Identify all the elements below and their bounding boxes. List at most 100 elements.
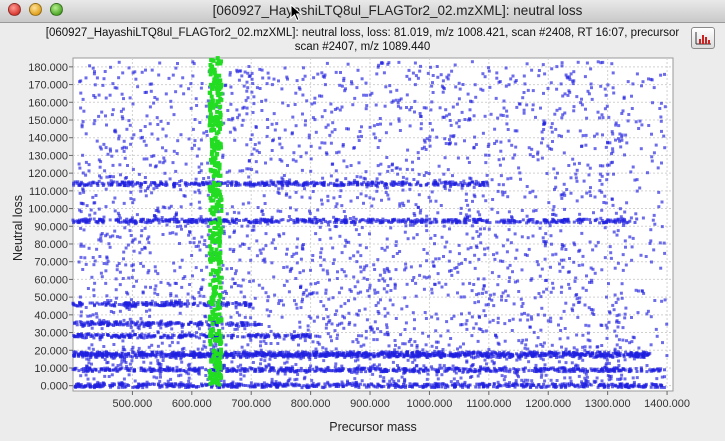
data-point: [580, 385, 583, 388]
data-point: [225, 367, 229, 371]
data-point: [583, 75, 587, 79]
data-point: [542, 382, 546, 386]
data-point: [370, 204, 374, 208]
close-button[interactable]: [8, 3, 21, 16]
data-point: [156, 359, 160, 363]
data-point: [588, 280, 591, 284]
data-point: [266, 295, 270, 299]
data-point: [447, 112, 451, 116]
data-point: [236, 365, 240, 369]
data-point: [179, 133, 183, 137]
data-point: [469, 364, 473, 368]
data-point: [589, 308, 593, 311]
data-point: [385, 245, 389, 249]
data-point: [393, 353, 397, 357]
data-point: [422, 145, 426, 149]
data-point: [656, 166, 660, 170]
data-point: [412, 178, 416, 181]
data-point: [270, 122, 274, 126]
data-point: [194, 97, 198, 101]
data-point: [545, 287, 549, 291]
data-point: [351, 182, 355, 186]
data-point: [523, 195, 527, 199]
histogram-button[interactable]: [691, 27, 715, 49]
data-point: [484, 290, 488, 294]
data-point: [458, 353, 462, 357]
data-point: [611, 351, 615, 355]
data-point: [506, 221, 510, 225]
data-point: [406, 358, 410, 362]
data-point: [471, 363, 475, 366]
data-point: [499, 113, 503, 117]
data-point: [384, 186, 387, 190]
zoom-button[interactable]: [50, 3, 63, 16]
data-point: [120, 115, 124, 119]
data-point: [249, 316, 253, 320]
title-bar[interactable]: [060927_HayashiLTQ8ul_FLAGTor2_02.mzXML]…: [0, 0, 725, 23]
data-point: [424, 317, 428, 320]
data-point: [440, 235, 444, 239]
data-point: [158, 379, 162, 383]
data-point: [641, 351, 645, 355]
data-point: [550, 122, 554, 126]
data-point: [237, 211, 241, 215]
data-point: [362, 383, 366, 387]
data-point: [611, 355, 615, 359]
data-point: [423, 383, 426, 386]
data-point: [318, 238, 322, 242]
data-point: [559, 290, 563, 294]
data-point: [431, 81, 434, 85]
data-point: [160, 216, 164, 219]
data-point: [268, 357, 272, 361]
data-point: [550, 130, 554, 134]
data-point: [660, 299, 664, 303]
data-point: [323, 353, 327, 357]
data-point: [178, 351, 182, 355]
data-point: [606, 83, 610, 87]
data-point: [623, 377, 627, 381]
data-point: [120, 382, 123, 386]
data-point: [554, 176, 558, 180]
data-point: [624, 385, 627, 389]
data-point: [632, 357, 636, 361]
data-point: [330, 110, 334, 114]
data-point: [262, 381, 266, 385]
data-point: [464, 322, 468, 326]
data-point: [194, 177, 198, 181]
data-point: [247, 167, 251, 171]
data-point: [193, 139, 197, 143]
data-point: [144, 194, 148, 198]
data-point: [580, 97, 583, 101]
data-point: [126, 368, 130, 372]
data-point: [260, 109, 264, 112]
data-point: [81, 120, 85, 124]
data-point: [78, 208, 82, 212]
data-point: [413, 382, 417, 386]
data-point: [232, 126, 236, 130]
data-point: [202, 344, 206, 348]
data-point: [411, 279, 414, 282]
data-point: [593, 271, 597, 275]
data-point: [481, 88, 485, 92]
data-point: [326, 366, 330, 370]
data-point: [619, 145, 623, 149]
data-point: [301, 112, 304, 116]
data-point: [294, 190, 298, 194]
minimize-button[interactable]: [29, 3, 42, 16]
data-point: [347, 299, 350, 303]
data-point: [616, 350, 620, 354]
data-point: [627, 386, 631, 390]
data-point: [508, 381, 511, 385]
data-point: [206, 224, 210, 228]
data-point: [383, 270, 387, 274]
data-point: [93, 83, 97, 87]
data-point: [266, 118, 269, 121]
data-point: [77, 369, 81, 373]
data-point: [584, 353, 587, 357]
data-point: [280, 186, 284, 190]
data-point: [490, 359, 494, 363]
data-point: [534, 195, 538, 199]
data-point: [373, 385, 377, 389]
data-point: [655, 383, 659, 387]
